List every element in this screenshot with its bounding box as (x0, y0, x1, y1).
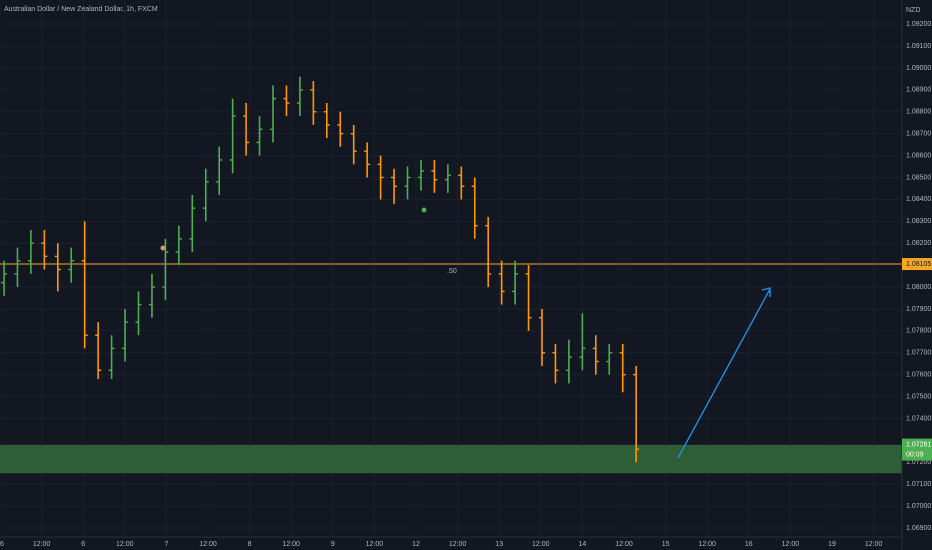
y-tick-label: 1.07900 (906, 306, 931, 313)
x-tick-label: 16 (745, 541, 753, 548)
price-badge (902, 438, 932, 461)
y-tick-label: 1.08900 (906, 87, 931, 94)
x-tick-label: 12:00 (615, 541, 633, 548)
x-tick-label: 7 (164, 541, 168, 548)
y-tick-label: 1.09200 (906, 21, 931, 28)
y-tick-label: 1.08200 (906, 240, 931, 247)
support-zone (0, 444, 902, 474)
level-badge (902, 258, 932, 271)
x-tick-label: 12 (412, 541, 420, 548)
x-tick-label: 12:00 (33, 541, 51, 548)
y-tick-label: 1.08700 (906, 131, 931, 138)
x-tick-label: 12:00 (282, 541, 300, 548)
x-tick-label: 15 (662, 541, 670, 548)
x-tick-label: 12:00 (199, 541, 217, 548)
price-label: 1.07281 (906, 441, 931, 448)
chart-title: Australian Dollar / New Zealand Dollar, … (4, 6, 158, 13)
y-tick-label: 1.08400 (906, 196, 931, 203)
y-tick-label: 1.09100 (906, 43, 931, 50)
y-tick-label: 1.08000 (906, 284, 931, 291)
x-tick-label: 8 (248, 541, 252, 548)
y-tick-label: 1.08300 (906, 218, 931, 225)
x-tick-label: 12:00 (782, 541, 800, 548)
x-tick-label: 12:00 (366, 541, 384, 548)
y-tick-label: 1.07500 (906, 393, 931, 400)
marker-dot (421, 207, 427, 213)
y-tick-label: 1.09000 (906, 65, 931, 72)
y-tick-label: 1.07000 (906, 503, 931, 510)
x-tick-label: 12:00 (865, 541, 883, 548)
y-tick-label: 1.08500 (906, 174, 931, 181)
x-tick-label: 14 (579, 541, 587, 548)
plot: .50 (0, 76, 902, 474)
x-tick-label: 6 (0, 541, 4, 548)
arrow (677, 288, 771, 459)
y-tick-label: 1.08800 (906, 109, 931, 116)
y-tick-label: 1.07800 (906, 328, 931, 335)
x-tick-label: 12:00 (449, 541, 467, 548)
y-tick-label: 1.07700 (906, 350, 931, 357)
y-tick-label: 1.07200 (906, 459, 931, 466)
x-tick-label: 9 (331, 541, 335, 548)
y-tick-label: 1.07100 (906, 481, 931, 488)
x-tick-label: 12:00 (116, 541, 134, 548)
level-label: 1.08105 (906, 261, 931, 268)
x-tick-label: 6 (81, 541, 85, 548)
x-tick-label: 13 (495, 541, 503, 548)
countdown: 00:09 (906, 451, 924, 458)
marker-dot (160, 245, 166, 251)
y-tick-label: 1.07600 (906, 372, 931, 379)
y-tick-label: 1.07400 (906, 415, 931, 422)
y-tick-label: 1.08600 (906, 152, 931, 159)
arrow-head (761, 287, 771, 297)
x-tick-label: 12:00 (698, 541, 716, 548)
x-tick-label: 19 (828, 541, 836, 548)
fib-label: .50 (447, 268, 457, 275)
x-tick-label: 12:00 (532, 541, 550, 548)
y-tick-label: 1.06900 (906, 525, 931, 532)
currency: NZD (906, 7, 920, 14)
